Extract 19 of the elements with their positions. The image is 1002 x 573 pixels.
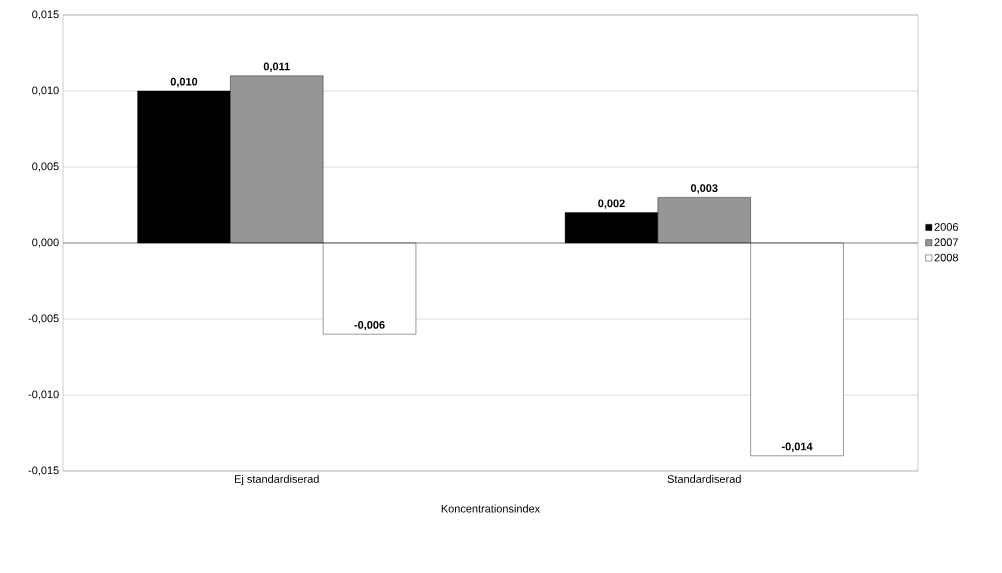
data-label: 0,011 xyxy=(263,62,290,72)
y-tick-label: -0,015 xyxy=(28,466,59,476)
y-tick-label: 0,010 xyxy=(32,86,59,96)
data-label: -0,006 xyxy=(354,321,385,331)
y-tick-label: -0,005 xyxy=(28,314,59,324)
y-tick-label: 0,015 xyxy=(32,10,59,20)
data-label: 0,003 xyxy=(690,184,718,194)
y-tick-label: -0,010 xyxy=(28,390,59,400)
data-label: 0,010 xyxy=(170,77,198,88)
data-label: 0,002 xyxy=(598,199,625,209)
legend-label: 2006 xyxy=(934,223,958,231)
legend-label: 2008 xyxy=(934,253,958,262)
data-label: -0,014 xyxy=(781,442,813,452)
y-tick-label: 0,000 xyxy=(32,238,59,248)
x-tick-label: Ej standardiserad xyxy=(235,474,319,486)
x-axis-title: Koncentrationsindex xyxy=(441,504,541,513)
y-tick-label: 0,005 xyxy=(32,162,59,172)
x-tick-label: Standardiserad xyxy=(667,474,741,483)
legend-label: 2007 xyxy=(934,238,958,247)
